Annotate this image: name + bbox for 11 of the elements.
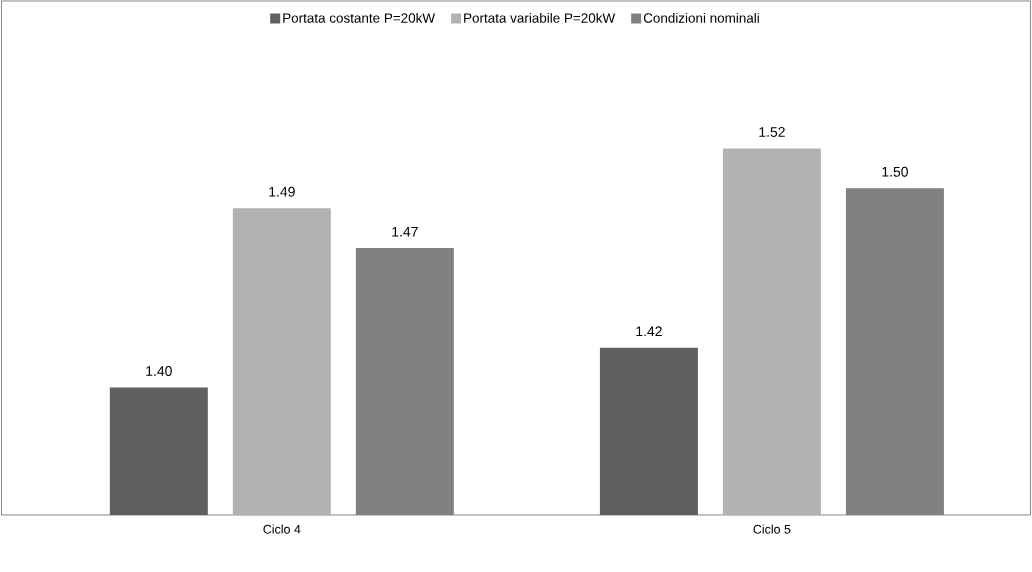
legend-label: Condizioni nominali xyxy=(643,12,759,23)
data-label: 1.49 xyxy=(269,186,295,197)
data-label: 1.47 xyxy=(392,226,418,237)
data-label: 1.52 xyxy=(759,127,785,137)
x-tick-label: Ciclo 4 xyxy=(263,524,301,534)
data-label: 1.40 xyxy=(146,366,172,376)
legend-label: Portata costante P=20kW xyxy=(283,12,436,23)
data-label: 1.50 xyxy=(882,166,908,177)
legend-label: Portata variabile P=20kW xyxy=(464,12,616,23)
x-tick-label: Ciclo 5 xyxy=(753,524,791,534)
data-label: 1.42 xyxy=(636,326,662,337)
